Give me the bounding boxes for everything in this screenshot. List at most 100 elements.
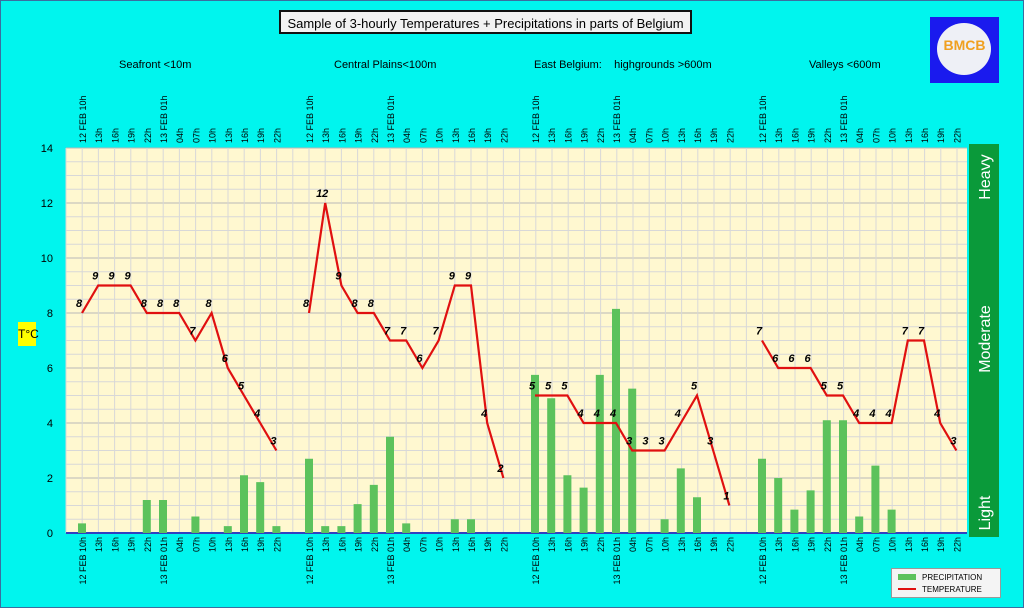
temperature-data-label: 7 <box>918 326 925 338</box>
x-tick-label-top: 16h <box>693 128 703 143</box>
chart-title: Sample of 3-hourly Temperatures + Precip… <box>279 10 692 34</box>
temperature-data-label: 6 <box>805 353 812 365</box>
x-tick-label-bottom: 13h <box>677 537 687 552</box>
y-tick-label: 10 <box>41 253 53 265</box>
x-tick-label-bottom: 10h <box>208 537 218 552</box>
x-tick-label-bottom: 07h <box>871 537 881 552</box>
y-tick-label: 0 <box>47 528 53 540</box>
x-tick-label-bottom: 19h <box>580 537 590 552</box>
x-tick-label-bottom: 16h <box>337 537 347 552</box>
temperature-data-label: 4 <box>609 408 616 420</box>
temperature-data-label: 5 <box>545 381 552 393</box>
x-tick-label-bottom: 12 FEB 10h <box>531 537 541 585</box>
x-tick-label-top: 19h <box>483 128 493 143</box>
x-tick-label-top: 22h <box>725 128 735 143</box>
x-tick-label-bottom: 13 FEB 01h <box>159 537 169 585</box>
x-tick-label-bottom: 19h <box>936 537 946 552</box>
x-tick-label-bottom: 16h <box>563 537 573 552</box>
x-tick-label-top: 13 FEB 01h <box>159 95 169 143</box>
precipitation-bar <box>272 526 281 533</box>
precipitation-bar <box>547 398 556 533</box>
x-tick-label-bottom: 10h <box>661 537 671 552</box>
x-tick-label-top: 13h <box>451 128 461 143</box>
temperature-data-label: 8 <box>157 298 164 310</box>
temperature-data-label: 9 <box>449 271 456 283</box>
x-tick-label-bottom: 07h <box>191 537 201 552</box>
temperature-data-label: 4 <box>253 408 260 420</box>
temperature-data-label: 4 <box>480 408 487 420</box>
precipitation-bar <box>369 484 378 533</box>
temperature-data-label: 7 <box>756 326 763 338</box>
x-tick-label-bottom: 07h <box>644 537 654 552</box>
x-tick-label-top: 10h <box>435 128 445 143</box>
x-tick-label-top: 19h <box>256 128 266 143</box>
x-tick-label-top: 07h <box>191 128 201 143</box>
temperature-data-label: 3 <box>270 436 276 448</box>
legend: PRECIPITATION TEMPERATURE <box>891 568 1001 598</box>
temperature-data-label: 8 <box>303 298 310 310</box>
x-tick-label-top: 22h <box>952 128 962 143</box>
precipitation-bar <box>758 458 766 533</box>
temperature-data-label: 1 <box>723 491 729 503</box>
precipitation-bar <box>305 458 313 533</box>
x-tick-label-bottom: 22h <box>370 537 380 552</box>
x-tick-label-bottom: 22h <box>952 537 962 552</box>
x-tick-label-top: 13h <box>224 128 234 143</box>
x-tick-label-top: 04h <box>628 128 638 143</box>
intensity-label-moderate: Moderate <box>977 305 994 373</box>
legend-item-temperature: TEMPERATURE <box>898 584 982 594</box>
precipitation-bar <box>676 468 685 533</box>
precipitation-bar <box>563 475 572 533</box>
x-tick-label-top: 16h <box>110 128 120 143</box>
x-tick-label-top: 13 FEB 01h <box>839 95 849 143</box>
x-tick-label-bottom: 22h <box>272 537 282 552</box>
precipitation-bar <box>790 509 799 533</box>
precipitation-bar <box>693 497 701 533</box>
x-tick-label-bottom: 22h <box>823 537 833 552</box>
x-tick-label-top: 07h <box>644 128 654 143</box>
temperature-data-label: 8 <box>76 298 83 310</box>
precipitation-bar <box>887 509 896 533</box>
x-tick-label-top: 12 FEB 10h <box>531 95 541 143</box>
x-tick-label-bottom: 22h <box>143 537 153 552</box>
x-tick-label-bottom: 04h <box>175 537 185 552</box>
x-tick-label-top: 13h <box>94 128 104 143</box>
temperature-data-label: 7 <box>189 326 196 338</box>
temperature-data-label: 6 <box>788 353 795 365</box>
x-tick-label-bottom: 13h <box>774 537 784 552</box>
temperature-data-label: 9 <box>335 271 342 283</box>
x-tick-label-bottom: 10h <box>888 537 898 552</box>
y-tick-label: 8 <box>47 308 53 320</box>
logo-text: BMCB <box>943 37 986 53</box>
y-tick-label: 4 <box>47 418 53 430</box>
x-tick-label-bottom: 22h <box>596 537 606 552</box>
x-tick-label-top: 22h <box>499 128 509 143</box>
x-tick-label-bottom: 13h <box>547 537 557 552</box>
x-tick-label-top: 13 FEB 01h <box>612 95 622 143</box>
temperature-data-label: 4 <box>852 408 859 420</box>
precipitation-bar <box>595 374 604 533</box>
x-tick-label-bottom: 19h <box>127 537 137 552</box>
x-tick-label-top: 07h <box>418 128 428 143</box>
x-tick-label-top: 07h <box>871 128 881 143</box>
x-tick-label-top: 19h <box>936 128 946 143</box>
x-tick-label-bottom: 04h <box>628 537 638 552</box>
y-tick-label: 6 <box>47 363 53 375</box>
x-tick-label-bottom: 22h <box>725 537 735 552</box>
logo-disc <box>937 23 991 75</box>
precipitation-bar <box>191 516 200 533</box>
x-tick-label-bottom: 04h <box>855 537 865 552</box>
precipitation-bar <box>628 388 637 533</box>
x-tick-label-bottom: 10h <box>435 537 445 552</box>
temperature-data-label: 4 <box>674 408 681 420</box>
region-label-valleys: Valleys <600m <box>809 59 881 71</box>
y-tick-label: 12 <box>41 198 53 210</box>
precipitation-bar <box>467 519 475 533</box>
x-tick-label-bottom: 13h <box>904 537 914 552</box>
precipitation-bar <box>871 465 880 533</box>
x-tick-label-top: 22h <box>272 128 282 143</box>
temperature-data-label: 4 <box>868 408 875 420</box>
x-tick-label-top: 22h <box>370 128 380 143</box>
x-tick-label-top: 22h <box>596 128 606 143</box>
